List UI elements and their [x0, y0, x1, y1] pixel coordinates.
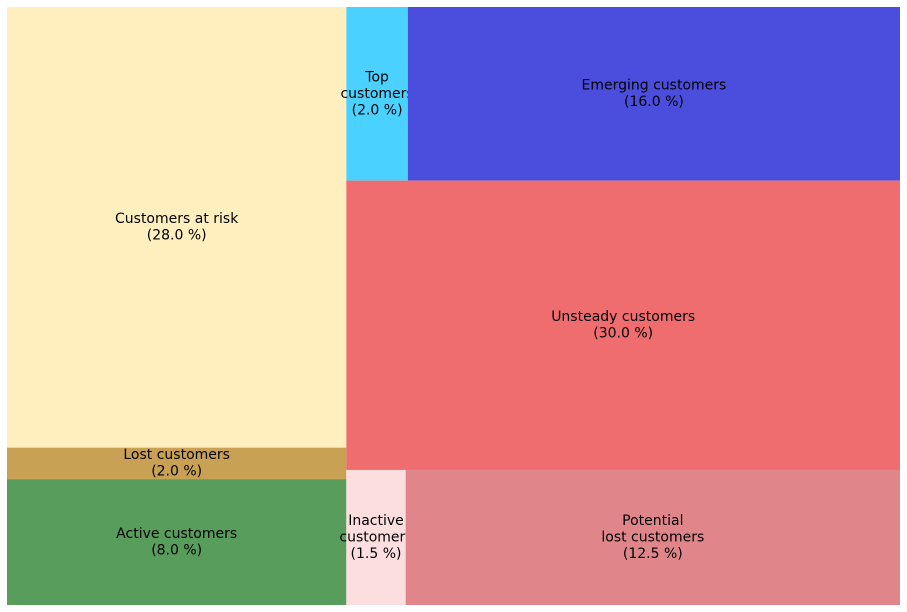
cell-name-label: Emerging customers [582, 78, 727, 94]
treemap-rect-top-customers [346, 7, 408, 181]
treemap-rect-lost-customers [7, 447, 347, 480]
cell-name-label: Inactive [348, 513, 404, 529]
cell-percent-label: (1.5 %) [351, 546, 402, 562]
treemap-rect-customers-at-risk [7, 7, 347, 448]
treemap-rect-potential-lost-customers [405, 469, 900, 605]
cell-name-label: Unsteady customers [551, 309, 695, 325]
cell-emerging-customers: Emerging customers(16.0 %) [407, 7, 900, 181]
cell-percent-label: (12.5 %) [623, 546, 683, 562]
cell-unsteady-customers: Unsteady customers(30.0 %) [346, 180, 901, 470]
cell-percent-label: (16.0 %) [624, 94, 684, 110]
cell-name-label: customers [339, 529, 412, 545]
cell-percent-label: (28.0 %) [147, 228, 207, 244]
cell-name-label: lost customers [601, 529, 704, 545]
treemap-rect-active-customers [7, 479, 347, 605]
treemap-rect-unsteady-customers [346, 180, 901, 470]
cell-active-customers: Active customers(8.0 %) [7, 479, 347, 605]
cell-percent-label: (2.0 %) [352, 102, 403, 118]
cell-percent-label: (30.0 %) [593, 326, 653, 342]
treemap-rect-emerging-customers [407, 7, 900, 181]
cell-name-label: Lost customers [123, 447, 230, 463]
cell-percent-label: (2.0 %) [151, 464, 202, 480]
treemap-rect-inactive-customers [346, 469, 406, 605]
cell-customers-at-risk: Customers at risk(28.0 %) [7, 7, 347, 448]
cell-name-label: customers [340, 86, 413, 102]
cell-name-label: Potential [622, 513, 683, 529]
cell-name-label: Customers at risk [115, 211, 239, 227]
cell-name-label: Active customers [116, 526, 237, 542]
cell-lost-customers: Lost customers(2.0 %) [7, 447, 347, 480]
cell-percent-label: (8.0 %) [151, 542, 202, 558]
cell-name-label: Top [364, 69, 389, 85]
